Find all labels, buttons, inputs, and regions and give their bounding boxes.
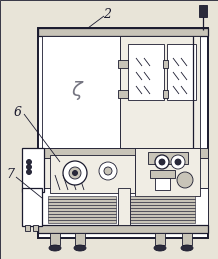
Bar	[38, 225, 208, 233]
Bar	[130, 196, 195, 199]
Bar	[25, 225, 30, 231]
Bar	[130, 205, 195, 208]
Text: 6: 6	[14, 105, 22, 119]
Bar	[130, 220, 195, 223]
Bar	[48, 214, 116, 217]
Bar	[48, 217, 116, 220]
Circle shape	[73, 170, 78, 176]
Bar	[75, 233, 85, 245]
Bar	[48, 211, 116, 214]
Bar	[120, 36, 200, 148]
Bar	[38, 158, 208, 188]
Ellipse shape	[74, 245, 86, 251]
Ellipse shape	[181, 245, 193, 251]
Bar	[155, 178, 170, 190]
Circle shape	[99, 162, 117, 180]
Bar	[199, 5, 207, 17]
Bar	[22, 148, 44, 192]
Circle shape	[175, 159, 181, 165]
Bar	[130, 211, 195, 214]
Ellipse shape	[49, 245, 61, 251]
Bar	[48, 220, 116, 223]
Bar	[48, 199, 116, 202]
Bar	[118, 90, 128, 98]
Bar	[135, 148, 200, 196]
Bar	[50, 233, 60, 245]
Bar	[163, 90, 168, 98]
Bar	[118, 188, 130, 225]
Bar	[163, 60, 168, 68]
Bar	[128, 44, 164, 100]
Circle shape	[171, 155, 185, 169]
Bar	[150, 170, 175, 178]
Circle shape	[27, 164, 31, 169]
Bar	[38, 28, 208, 238]
Text: 2: 2	[103, 8, 111, 20]
Bar	[130, 199, 195, 202]
Circle shape	[69, 167, 81, 179]
Bar	[130, 208, 195, 211]
Bar	[50, 155, 135, 193]
Bar	[33, 225, 38, 231]
Circle shape	[177, 172, 193, 188]
Bar	[48, 205, 116, 208]
Bar	[42, 36, 120, 148]
Text: 7: 7	[6, 169, 14, 182]
Circle shape	[27, 169, 31, 175]
Ellipse shape	[154, 245, 166, 251]
Bar	[155, 233, 165, 245]
Bar	[167, 44, 196, 100]
Text: $\zeta$: $\zeta$	[71, 78, 85, 102]
Bar	[118, 60, 128, 68]
Circle shape	[63, 161, 87, 185]
Circle shape	[104, 167, 112, 175]
Bar	[22, 188, 42, 226]
Bar	[38, 28, 208, 36]
Bar	[130, 202, 195, 205]
Circle shape	[27, 160, 31, 164]
Bar	[38, 148, 208, 158]
Bar	[48, 202, 116, 205]
Circle shape	[159, 159, 165, 165]
Bar	[130, 217, 195, 220]
Bar	[130, 214, 195, 217]
Bar	[182, 233, 192, 245]
Bar	[38, 188, 208, 225]
Bar	[48, 208, 116, 211]
Bar	[148, 152, 188, 164]
Circle shape	[155, 155, 169, 169]
Bar	[48, 196, 116, 199]
